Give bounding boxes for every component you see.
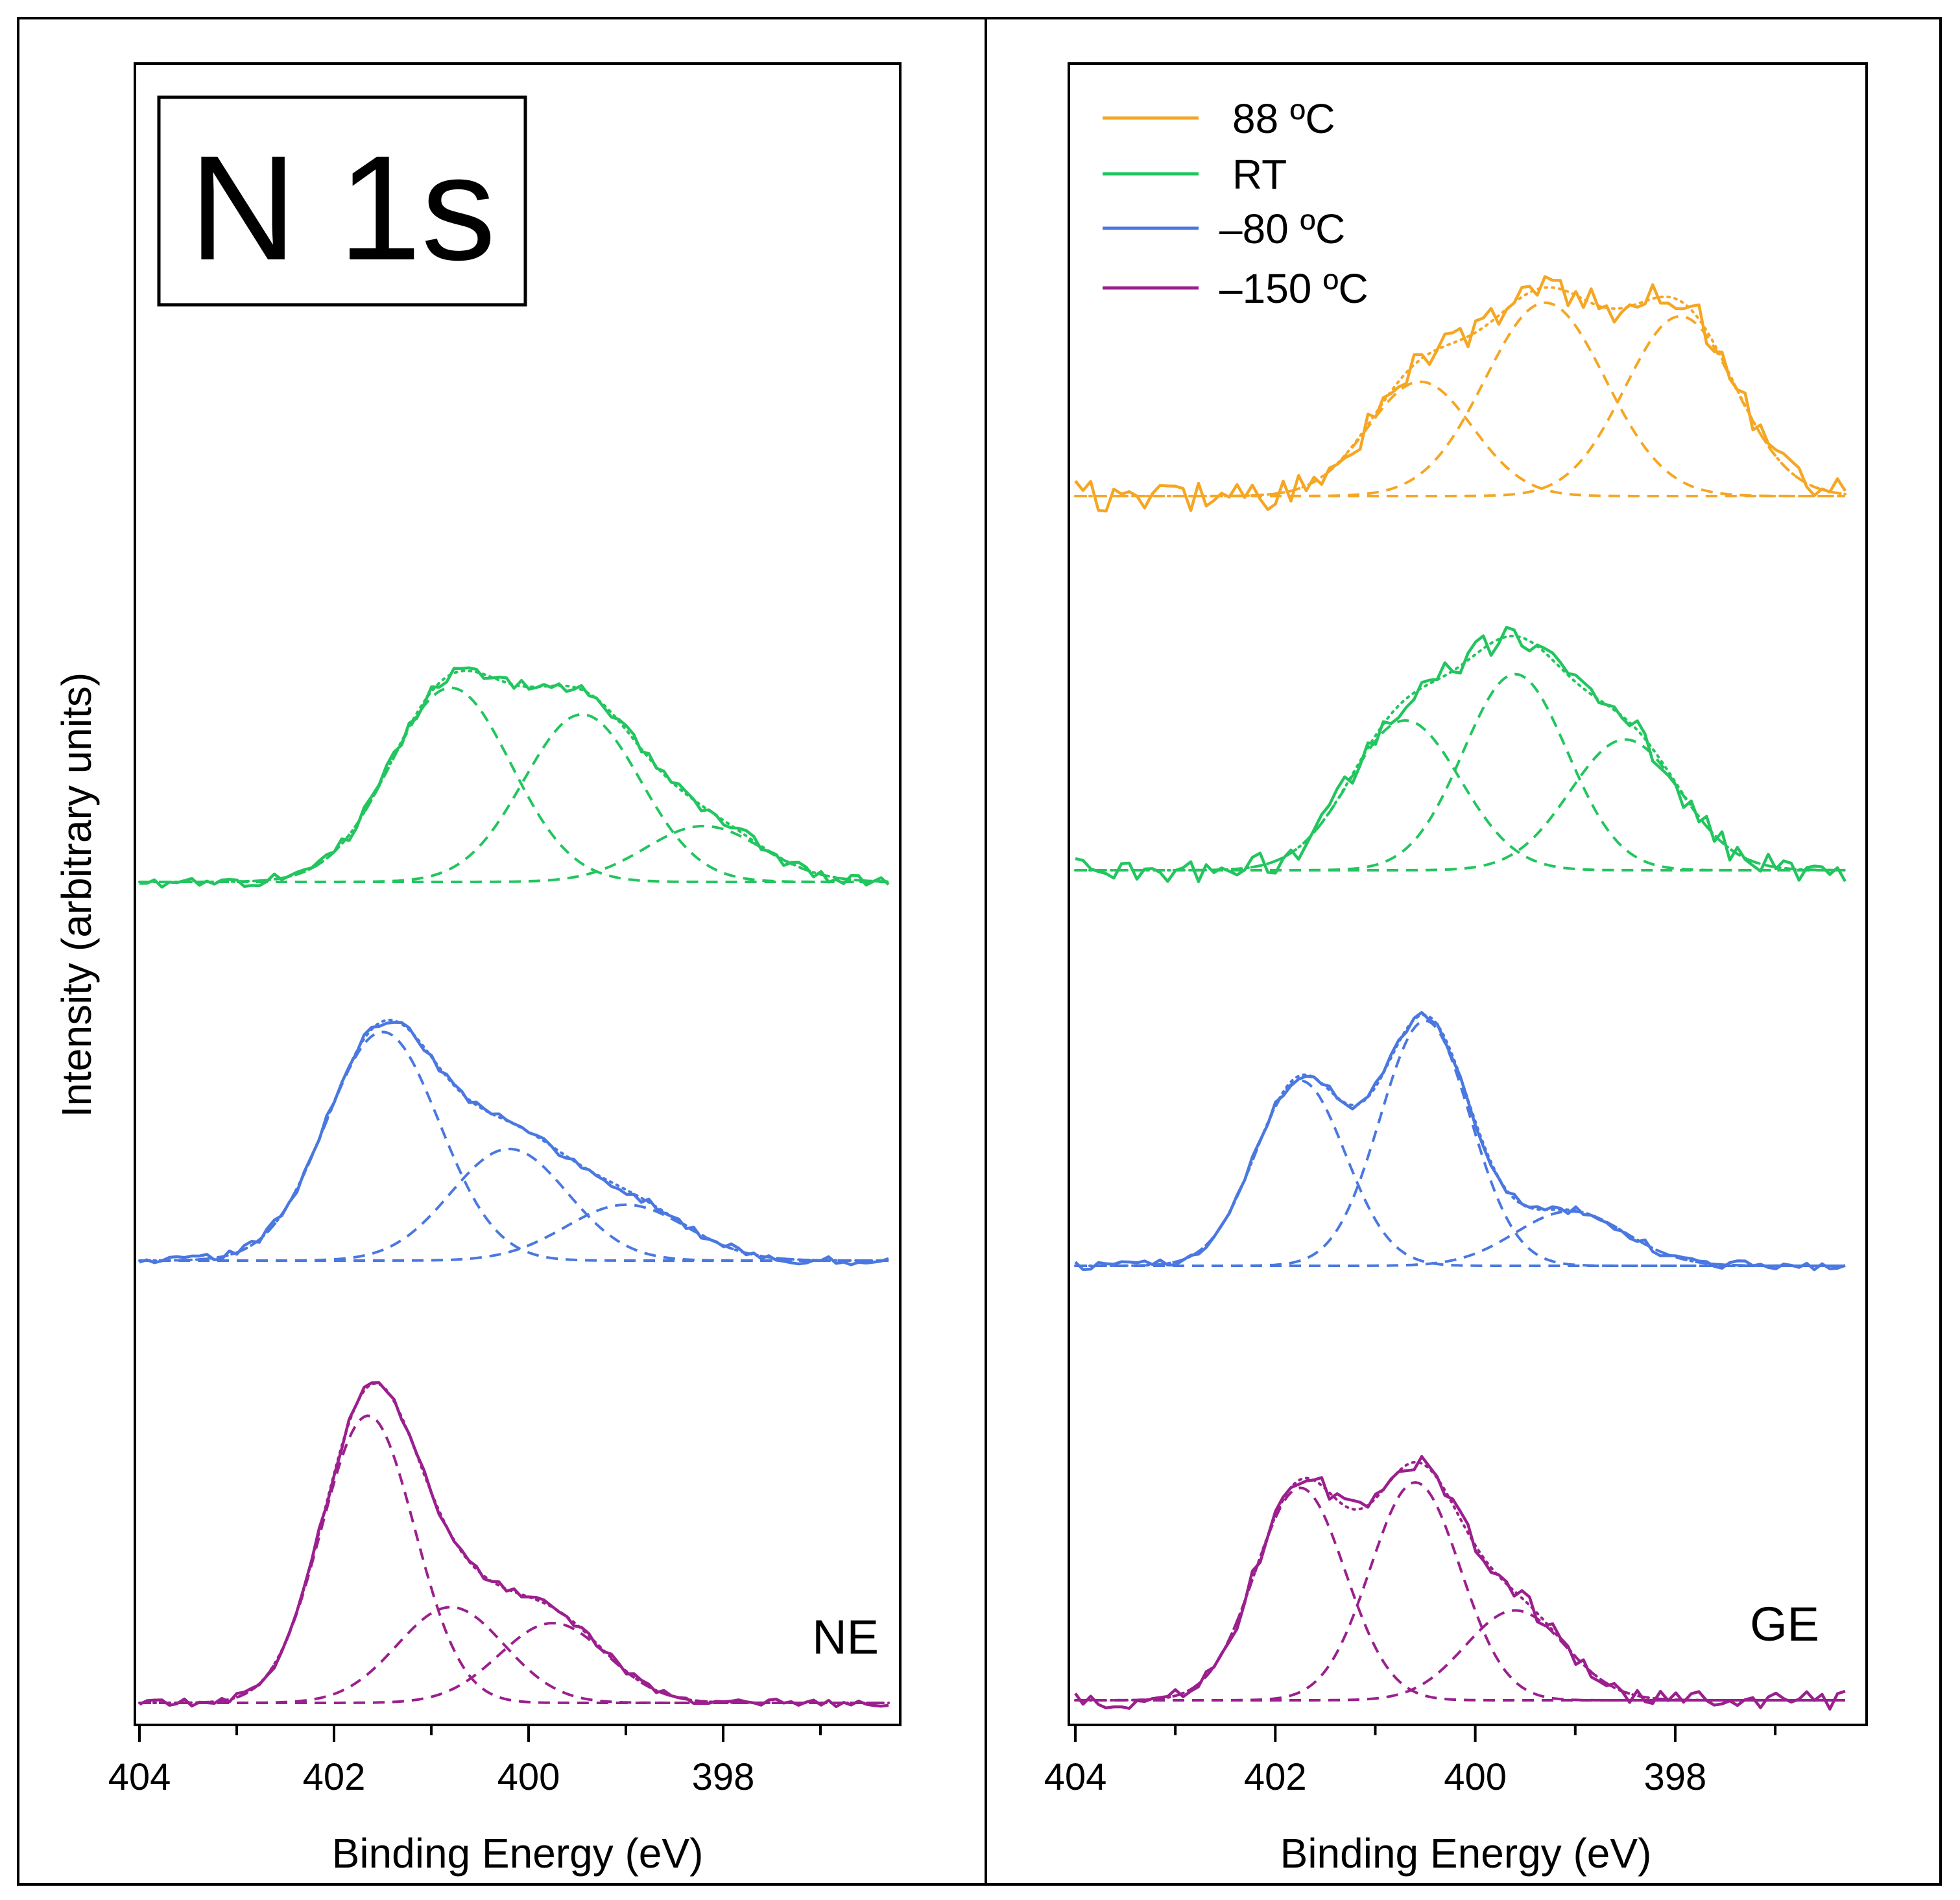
y-axis-label: Intensity (arbitrary units) <box>53 672 100 1117</box>
legend: 88 ºC RT –80 ºC –150 ºC <box>1103 95 1368 312</box>
x-tick-label: 404 <box>108 1756 171 1798</box>
fit-component <box>139 1414 889 1704</box>
measured-spectrum <box>1075 626 1846 883</box>
fit-component <box>139 1203 889 1262</box>
series--80-c <box>1074 1011 1846 1272</box>
x-tick-label: 402 <box>303 1756 366 1798</box>
series-88-c <box>1074 275 1846 513</box>
fit-component <box>1075 1079 1845 1267</box>
svg-text:–150 ºC: –150 ºC <box>1219 265 1368 312</box>
x-tick-label: 398 <box>1644 1756 1707 1798</box>
svg-text:–80 ºC: –80 ºC <box>1219 206 1345 252</box>
title-box: N 1s <box>157 95 527 307</box>
fit-envelope <box>138 1382 890 1704</box>
series--150-c <box>1074 1455 1846 1711</box>
x-tick-label: 400 <box>1444 1756 1507 1798</box>
fit-envelope <box>1074 1460 1846 1702</box>
x-tick-label: 402 <box>1244 1756 1307 1798</box>
legend-entry-minus150c: –150 ºC <box>1103 265 1368 312</box>
measured-spectrum <box>139 1021 889 1266</box>
fit-component <box>1075 718 1845 872</box>
right-panel: 404 402 400 398 88 ºC RT –80 ºC –150 ºC GE … <box>1044 62 1868 1877</box>
measured-spectrum <box>1074 1011 1846 1272</box>
x-tick-label: 400 <box>497 1756 560 1798</box>
series-rt <box>138 666 890 889</box>
fit-component <box>1075 1209 1845 1267</box>
fit-component <box>1075 738 1845 872</box>
right-x-axis-label: Binding Energy (eV) <box>1280 1830 1652 1877</box>
svg-text:RT: RT <box>1232 151 1287 198</box>
right-x-axis-ticks: 404 402 400 398 <box>1044 1725 1777 1798</box>
measured-spectrum <box>138 1381 889 1709</box>
fit-component <box>139 686 889 883</box>
series--80-c <box>138 1018 890 1266</box>
left-plot-frame <box>134 62 902 1726</box>
left-x-axis-ticks: 404 402 400 398 <box>108 1725 822 1798</box>
fit-component <box>1075 672 1845 872</box>
fit-component <box>1075 380 1845 497</box>
left-panel: 404 402 400 398 N 1s NE Binding Energy (eV)… <box>53 62 902 1877</box>
fit-component <box>1075 1609 1845 1702</box>
fit-envelope <box>1074 1014 1846 1267</box>
measured-spectrum <box>1074 1455 1846 1711</box>
chart-title: N 1s <box>189 125 496 291</box>
left-panel-label: NE <box>812 1610 879 1664</box>
x-tick-label: 398 <box>692 1756 755 1798</box>
legend-entry-88c: 88 ºC <box>1103 95 1335 142</box>
measured-spectrum <box>1074 275 1846 513</box>
fit-component <box>1075 1480 1845 1702</box>
measured-spectrum <box>139 666 890 889</box>
legend-entry-minus80c: –80 ºC <box>1103 206 1345 252</box>
fit-component <box>1075 315 1846 497</box>
x-tick-label: 404 <box>1044 1756 1107 1798</box>
right-panel-label: GE <box>1750 1597 1819 1651</box>
left-curves <box>138 666 890 1709</box>
series--150-c <box>138 1381 890 1709</box>
fit-component <box>139 1030 889 1262</box>
fit-envelope <box>138 669 890 883</box>
right-plot-frame <box>1068 62 1868 1726</box>
series-rt <box>1074 626 1846 883</box>
fit-envelope <box>1074 286 1846 497</box>
legend-entry-rt: RT <box>1103 151 1287 198</box>
svg-text:88 ºC: 88 ºC <box>1232 95 1335 142</box>
right-curves <box>1074 275 1846 1711</box>
left-x-axis-label: Binding Energy (eV) <box>332 1830 704 1877</box>
outer-border <box>17 17 1942 1886</box>
fit-envelope <box>138 1018 890 1262</box>
fit-component <box>1075 1019 1845 1267</box>
